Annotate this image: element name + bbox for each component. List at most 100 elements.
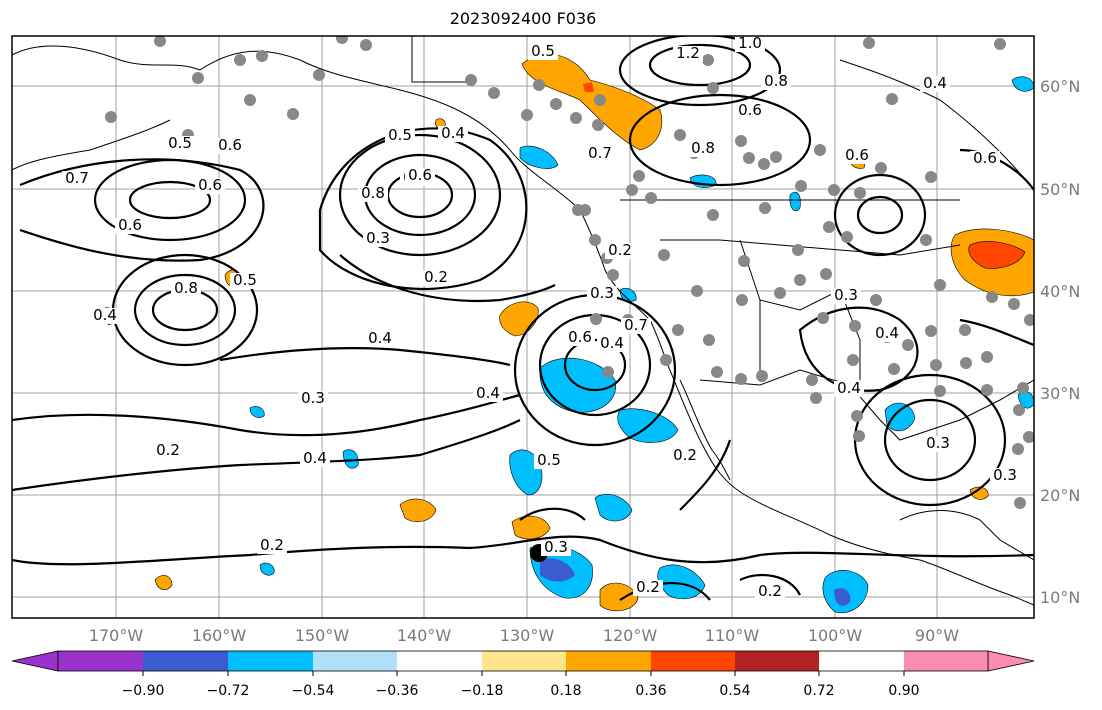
contour-label-background: [300, 451, 330, 467]
blue-area: [509, 449, 543, 496]
colorbar-segment: [313, 651, 397, 671]
station-marker: [1008, 298, 1020, 310]
station-marker: [920, 234, 932, 246]
contour-label: 0.3: [926, 434, 950, 452]
blue-area: [594, 494, 633, 522]
colorbar-tick-label: −0.72: [207, 683, 250, 699]
contour-label-background: [831, 288, 861, 304]
station-marker: [994, 38, 1006, 50]
contour-label: 0.2: [673, 446, 697, 464]
contour-label: 0.7: [65, 169, 89, 187]
station-marker: [870, 294, 882, 306]
contour-label: 0.4: [875, 324, 899, 342]
contour-label: 0.8: [764, 72, 788, 90]
station-marker: [702, 54, 714, 66]
contour-label: 0.6: [408, 166, 432, 184]
station-marker: [810, 392, 822, 404]
colorbar-tick-label: 0.72: [803, 683, 834, 699]
contour-label-background: [257, 538, 287, 554]
colorbar-segment: [228, 651, 313, 671]
contour: [833, 173, 927, 257]
station-marker: [521, 109, 533, 121]
station-marker: [817, 312, 829, 324]
contour-label: 0.3: [834, 286, 858, 304]
colorbar-tick-label: 0.36: [635, 683, 666, 699]
contour: [618, 36, 782, 107]
contour-label: 0.3: [544, 538, 568, 556]
station-marker: [660, 354, 672, 366]
blue-area: [519, 145, 559, 169]
contour-label-background: [585, 146, 615, 162]
colorbar-tick-label: −0.54: [292, 683, 335, 699]
contour: [12, 393, 521, 437]
colorbar-tick-label: −0.90: [122, 683, 165, 699]
contour-label: 0.6: [973, 149, 997, 167]
station-marker: [1024, 314, 1034, 326]
blue-area: [1011, 76, 1034, 92]
longitude-label: 100°W: [808, 626, 863, 645]
contour: [338, 133, 502, 257]
contour: [959, 148, 1034, 191]
contour-label-background: [597, 336, 627, 352]
latitude-label: 30°N: [1040, 384, 1080, 403]
latitude-axis: 60°N 50°N 40°N 30°N 20°N 10°N: [1040, 77, 1080, 607]
colorbar-tick-label: 0.54: [719, 683, 750, 699]
contour: [883, 398, 977, 482]
station-marker: [736, 294, 748, 306]
station-marker: [820, 268, 832, 280]
colorbar-extend-max: [987, 650, 1035, 672]
contour: [12, 535, 1034, 566]
colorbar-segment: [735, 651, 819, 671]
contour-label: 0.3: [590, 284, 614, 302]
station-marker: [756, 370, 768, 382]
contour-label: 0.8: [691, 139, 715, 157]
colorbar-segment: [482, 651, 566, 671]
colorbar-outline: [57, 650, 989, 672]
station-marker: [592, 119, 604, 131]
orange-area: [969, 486, 989, 500]
contour-label-background: [385, 128, 415, 144]
contour-label-background: [842, 148, 872, 164]
contour: [619, 581, 711, 601]
contour-label: 0.3: [993, 466, 1017, 484]
station-marker: [691, 285, 703, 297]
contour-label: 0.3: [301, 389, 325, 407]
station-marker: [888, 363, 900, 375]
contour-label-background: [587, 286, 617, 302]
station-marker: [774, 287, 786, 299]
station-markers: [105, 36, 1034, 509]
station-marker: [806, 374, 818, 386]
blue-area: [342, 449, 359, 469]
contour-label: 1.2: [676, 44, 700, 62]
colorbar-segment: [904, 651, 988, 671]
contour: [648, 43, 752, 87]
latitude-label: 50°N: [1040, 180, 1080, 199]
contour-label-background: [688, 141, 718, 157]
colorbar: −0.90 −0.72 −0.54 −0.36 −0.18 0.18 0.36 0.54 0.7…: [11, 650, 1035, 699]
contour-label-background: [735, 36, 765, 52]
contour-label: 0.2: [758, 582, 782, 600]
contour-label: 0.2: [156, 441, 180, 459]
station-marker: [875, 162, 887, 174]
contour-label-background: [165, 136, 195, 152]
contour-label: 1.0: [738, 34, 762, 52]
station-marker: [1017, 382, 1029, 394]
station-marker: [287, 108, 299, 120]
station-marker: [792, 244, 804, 256]
station-marker: [533, 79, 545, 91]
contour-label-background: [923, 436, 953, 452]
contour-label-background: [735, 103, 765, 119]
station-marker: [863, 37, 875, 49]
contour-label-background: [872, 326, 902, 342]
contour-label-background: [990, 468, 1020, 484]
contour-label-background: [363, 231, 393, 247]
contour-label-background: [171, 281, 201, 297]
contour-label-background: [298, 391, 328, 407]
station-marker: [313, 69, 325, 81]
longitude-label: 150°W: [295, 626, 350, 645]
contour-label-background: [670, 448, 700, 464]
station-marker: [465, 74, 477, 86]
contour: [133, 273, 237, 347]
station-marker: [645, 192, 657, 204]
orange-area: [399, 498, 437, 523]
